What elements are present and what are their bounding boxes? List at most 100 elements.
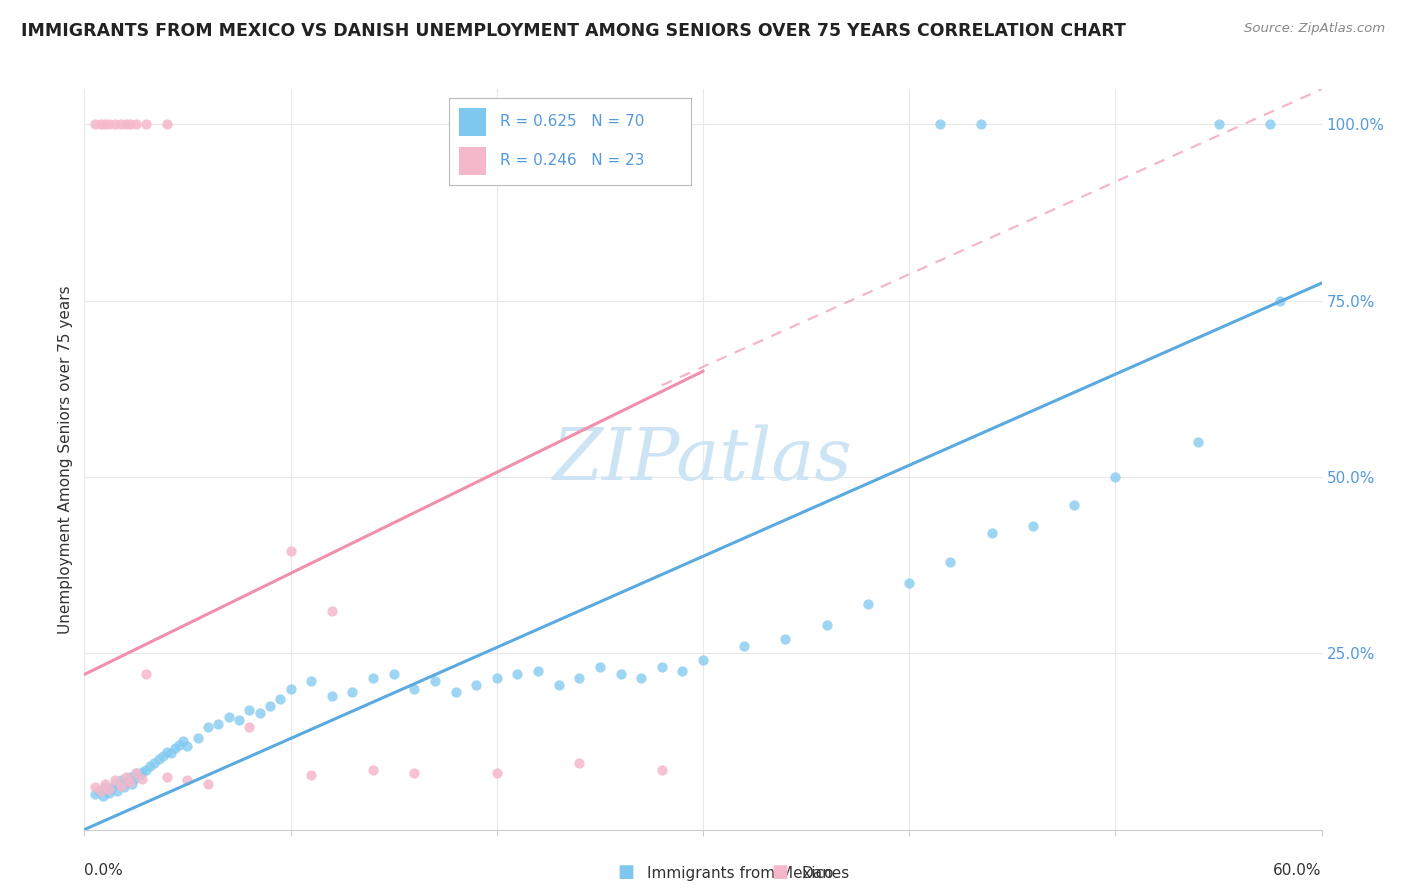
Point bbox=[94, 118, 117, 132]
Point bbox=[568, 756, 591, 770]
Text: Danes: Danes bbox=[801, 866, 849, 881]
Point bbox=[122, 772, 145, 786]
Point bbox=[148, 752, 170, 766]
Point bbox=[299, 767, 322, 781]
Point bbox=[167, 738, 190, 752]
Point bbox=[527, 664, 550, 678]
Text: R = 0.246   N = 23: R = 0.246 N = 23 bbox=[501, 153, 644, 169]
Text: ■: ■ bbox=[772, 863, 789, 881]
Point bbox=[485, 671, 508, 685]
Point bbox=[176, 739, 198, 754]
Point bbox=[444, 685, 467, 699]
Point bbox=[187, 731, 209, 745]
Point bbox=[1258, 118, 1281, 132]
Text: IMMIGRANTS FROM MEXICO VS DANISH UNEMPLOYMENT AMONG SENIORS OVER 75 YEARS CORREL: IMMIGRANTS FROM MEXICO VS DANISH UNEMPLO… bbox=[21, 22, 1126, 40]
Point bbox=[321, 604, 343, 618]
Point bbox=[465, 678, 488, 692]
Point bbox=[131, 772, 153, 786]
Point bbox=[131, 764, 153, 779]
Point bbox=[259, 699, 281, 714]
Point bbox=[238, 720, 260, 734]
Point bbox=[139, 759, 162, 773]
Point bbox=[83, 787, 105, 801]
Y-axis label: Unemployment Among Seniors over 75 years: Unemployment Among Seniors over 75 years bbox=[58, 285, 73, 633]
Point bbox=[775, 632, 797, 647]
Point bbox=[485, 766, 508, 780]
Point bbox=[815, 618, 838, 632]
Point bbox=[651, 763, 673, 777]
Point bbox=[929, 118, 952, 132]
Text: 60.0%: 60.0% bbox=[1274, 863, 1322, 878]
Point bbox=[152, 748, 174, 763]
Point bbox=[125, 766, 148, 780]
Point bbox=[423, 674, 446, 689]
Point bbox=[83, 118, 105, 132]
Point bbox=[506, 667, 529, 681]
Point bbox=[90, 784, 112, 798]
Point bbox=[1104, 470, 1126, 484]
Point bbox=[98, 781, 121, 796]
Point bbox=[1063, 498, 1085, 512]
Point bbox=[156, 770, 179, 784]
Point bbox=[1270, 293, 1292, 308]
Point bbox=[135, 118, 157, 132]
Point bbox=[114, 774, 136, 789]
Point bbox=[321, 689, 343, 703]
Text: Immigrants from Mexico: Immigrants from Mexico bbox=[647, 866, 834, 881]
Point bbox=[118, 118, 141, 132]
Point bbox=[118, 774, 141, 789]
Text: ■: ■ bbox=[617, 863, 634, 881]
Point bbox=[207, 716, 229, 731]
Point bbox=[104, 777, 127, 791]
Point bbox=[299, 674, 322, 689]
Point bbox=[135, 763, 157, 777]
Point bbox=[269, 692, 291, 706]
Point bbox=[110, 773, 132, 788]
Point bbox=[361, 671, 384, 685]
Point bbox=[404, 681, 426, 696]
Point bbox=[568, 671, 591, 685]
Point bbox=[1022, 519, 1045, 533]
Point bbox=[110, 779, 132, 793]
Point bbox=[143, 756, 166, 770]
Text: ZIPatlas: ZIPatlas bbox=[553, 424, 853, 495]
Point bbox=[404, 766, 426, 780]
Point bbox=[249, 706, 271, 721]
Point bbox=[118, 770, 141, 784]
Point bbox=[104, 118, 127, 132]
Point bbox=[125, 766, 148, 780]
Point bbox=[671, 664, 693, 678]
Bar bbox=[458, 147, 485, 175]
Bar bbox=[458, 108, 485, 136]
Point bbox=[98, 786, 121, 800]
Point bbox=[156, 745, 179, 759]
Point bbox=[135, 667, 157, 681]
Text: 0.0%: 0.0% bbox=[84, 863, 124, 878]
Point bbox=[160, 747, 183, 761]
Point bbox=[361, 763, 384, 777]
Point bbox=[382, 667, 405, 681]
Point bbox=[609, 667, 631, 681]
Point bbox=[197, 720, 219, 734]
Point bbox=[238, 703, 260, 717]
Text: Source: ZipAtlas.com: Source: ZipAtlas.com bbox=[1244, 22, 1385, 36]
Point bbox=[156, 118, 179, 132]
Point bbox=[91, 789, 114, 803]
Point bbox=[939, 555, 962, 569]
Point bbox=[1208, 118, 1230, 132]
Point bbox=[112, 780, 135, 795]
Point bbox=[218, 710, 240, 724]
Point bbox=[94, 777, 117, 791]
Point bbox=[90, 118, 112, 132]
Point bbox=[114, 118, 136, 132]
Point bbox=[197, 777, 219, 791]
Point bbox=[630, 671, 652, 685]
Point bbox=[83, 780, 105, 795]
Point bbox=[280, 681, 302, 696]
Point bbox=[129, 767, 152, 781]
Point bbox=[104, 773, 127, 788]
Point bbox=[121, 777, 143, 791]
Point bbox=[114, 770, 136, 784]
Point bbox=[125, 118, 148, 132]
Point bbox=[589, 660, 612, 674]
